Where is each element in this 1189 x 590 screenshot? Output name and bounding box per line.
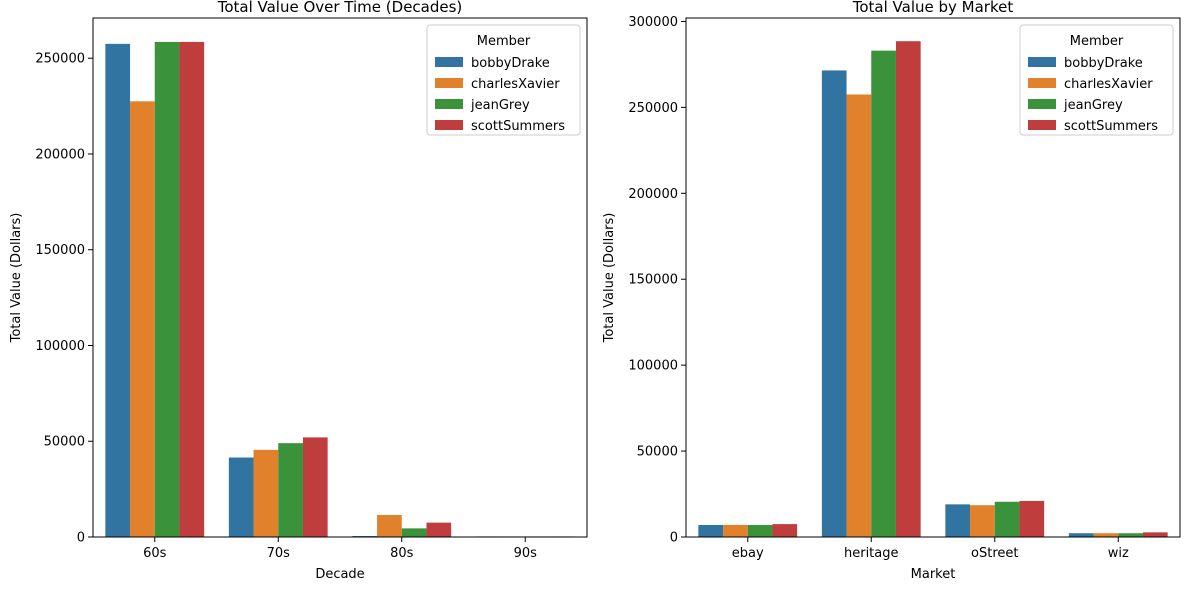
chart-title: Total Value by Market — [852, 0, 1014, 16]
legend-swatch-scottSummers — [435, 120, 463, 130]
chart-panel-2: 0 50000 100000 150000 200000 250000 300000 ebay… — [602, 0, 1181, 582]
legend-label-scottSummers: scottSummers — [471, 119, 565, 134]
bar-scottSummers-70s — [302, 437, 328, 537]
y-axis-label: Total Value (Dollars) — [602, 213, 617, 344]
legend: Member bobbyDrake charlesXavier jeanGrey sco… — [1019, 24, 1174, 136]
bar-bobbyDrake-ebay — [698, 524, 724, 537]
y-tick-label: 200000 — [35, 147, 85, 162]
legend-label-scottSummers: scottSummers — [1064, 119, 1158, 134]
bar-jeanGrey-heritage — [871, 50, 896, 538]
bar-charlesXavier-oStreet — [970, 505, 995, 537]
bar-charlesXavier-80s — [377, 514, 402, 537]
y-tick-label: 200000 — [628, 187, 678, 202]
y-tick-label: 100000 — [628, 359, 678, 374]
x-tick-label: 70s — [267, 546, 291, 561]
x-axis-label: Decade — [315, 567, 364, 582]
x-tick-label: ebay — [732, 546, 764, 561]
bar-charlesXavier-heritage — [846, 94, 872, 537]
bar-bobbyDrake-wiz — [1068, 533, 1094, 537]
bar-jeanGrey-oStreet — [994, 501, 1020, 537]
bar-scottSummers-oStreet — [1019, 500, 1045, 537]
x-tick-label: wiz — [1108, 546, 1129, 561]
chart-title: Total Value Over Time (Decades) — [217, 0, 463, 16]
legend-box — [1019, 24, 1174, 136]
axes-frame — [92, 17, 588, 538]
y-tick-label: 50000 — [637, 445, 678, 460]
bar-scottSummers-80s — [426, 522, 452, 537]
bar-bobbyDrake-oStreet — [945, 504, 971, 537]
bar-jeanGrey-70s — [278, 443, 303, 537]
y-tick-label: 100000 — [35, 339, 85, 354]
x-tick-label: 90s — [514, 546, 538, 561]
legend-title: Member — [477, 34, 531, 49]
bar-scottSummers-60s — [179, 41, 205, 537]
legend-label-jeanGrey: jeanGrey — [1063, 98, 1123, 113]
legend-swatch-jeanGrey — [1028, 99, 1056, 109]
bar-scottSummers-wiz — [1142, 532, 1168, 537]
y-tick-label: 0 — [670, 531, 678, 546]
bar-charlesXavier-wiz — [1093, 533, 1119, 537]
bar-charlesXavier-70s — [253, 449, 279, 537]
legend-swatch-bobbyDrake — [1028, 57, 1056, 67]
legend-swatch-scottSummers — [1028, 120, 1056, 130]
bar-bobbyDrake-70s — [228, 457, 254, 537]
bar-bobbyDrake-60s — [105, 43, 131, 537]
legend-label-charlesXavier: charlesXavier — [1064, 77, 1153, 92]
bar-charlesXavier-ebay — [723, 524, 748, 537]
legend-label-bobbyDrake: bobbyDrake — [471, 56, 550, 71]
bar-jeanGrey-ebay — [747, 524, 773, 537]
y-tick-label: 300000 — [628, 15, 678, 30]
legend-swatch-bobbyDrake — [435, 57, 463, 67]
x-axis-label: Market — [911, 567, 956, 582]
bar-bobbyDrake-heritage — [821, 70, 847, 538]
x-tick-label: heritage — [844, 546, 899, 561]
bar-jeanGrey-60s — [154, 41, 180, 537]
legend-swatch-charlesXavier — [435, 78, 463, 88]
chart-panel-1: 0 50000 100000 150000 200000 250000 60s 70s 80s 9… — [9, 0, 588, 582]
x-tick-label: 80s — [390, 546, 414, 561]
bar-charlesXavier-60s — [130, 101, 155, 537]
bar-jeanGrey-80s — [401, 528, 427, 537]
legend-swatch-jeanGrey — [435, 99, 463, 109]
y-axis-label: Total Value (Dollars) — [9, 213, 24, 344]
legend-label-bobbyDrake: bobbyDrake — [1064, 56, 1143, 71]
legend-swatch-charlesXavier — [1028, 78, 1056, 88]
bar-jeanGrey-wiz — [1118, 533, 1143, 537]
y-tick-label: 150000 — [35, 243, 85, 258]
legend: Member bobbyDrake charlesXavier jeanGrey sco… — [426, 24, 581, 136]
y-tick-label: 50000 — [44, 435, 85, 450]
legend-title: Member — [1070, 34, 1124, 49]
x-tick-label: oStreet — [971, 546, 1018, 561]
y-tick-label: 0 — [77, 531, 85, 546]
bar-scottSummers-ebay — [772, 524, 798, 537]
legend-label-jeanGrey: jeanGrey — [470, 98, 530, 113]
y-tick-label: 250000 — [628, 101, 678, 116]
legend-box — [426, 24, 581, 136]
legend-label-charlesXavier: charlesXavier — [471, 77, 560, 92]
y-tick-label: 250000 — [35, 52, 85, 67]
axes-frame — [685, 17, 1181, 538]
x-tick-label: 60s — [143, 546, 167, 561]
y-tick-label: 150000 — [628, 273, 678, 288]
bar-scottSummers-heritage — [895, 41, 921, 537]
